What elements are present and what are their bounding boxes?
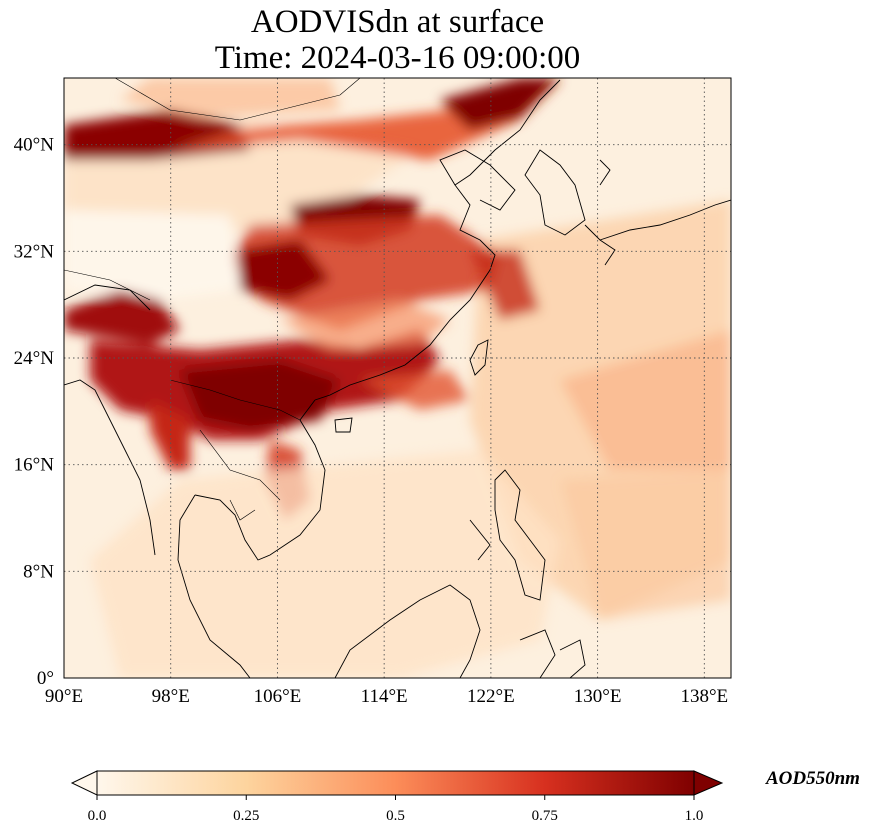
x-tick-label: 122°E — [467, 686, 515, 707]
y-tick-label: 8°N — [23, 561, 54, 582]
colorbar-tick-label: 0.25 — [233, 808, 259, 824]
map-frame — [63, 77, 732, 679]
y-tick-labels: 0° 8°N 16°N 24°N 32°N 40°N — [14, 135, 55, 689]
aod-field — [64, 78, 731, 678]
x-tick-label: 130°E — [574, 686, 622, 707]
coastlines — [64, 78, 731, 678]
map-title: AODVISdn at surface — [250, 4, 545, 40]
y-tick-label: 24°N — [14, 348, 55, 369]
x-tick-label: 114°E — [361, 686, 408, 707]
y-tick-label: 40°N — [14, 135, 55, 156]
colorbar-tick-label: 0.0 — [88, 808, 107, 824]
colorbar-extend-min — [70, 770, 98, 796]
colorbar-tick-label: 0.5 — [386, 808, 405, 824]
map-time: Time: 2024-03-16 09:00:00 — [214, 40, 581, 76]
colorbar-bar — [96, 770, 695, 796]
colorbar-extend-max — [693, 770, 724, 796]
x-tick-labels: 90°E 98°E 106°E 114°E 122°E 130°E 138°E — [45, 686, 728, 707]
y-tick-label: 32°N — [14, 241, 55, 262]
y-tick-label: 0° — [37, 668, 54, 689]
x-tick-label: 138°E — [680, 686, 728, 707]
y-tick-label: 16°N — [14, 455, 55, 476]
x-tick-label: 98°E — [152, 686, 190, 707]
colorbar-tick-label: 0.75 — [532, 808, 558, 824]
colorbar-tick-label: 1.0 — [685, 808, 704, 824]
colorbar-units-label: AOD550nm — [766, 768, 860, 789]
x-tick-label: 106°E — [254, 686, 302, 707]
x-tick-label: 90°E — [45, 686, 83, 707]
colorbar: 0.0 0.25 0.5 0.75 1.0 — [70, 770, 724, 824]
